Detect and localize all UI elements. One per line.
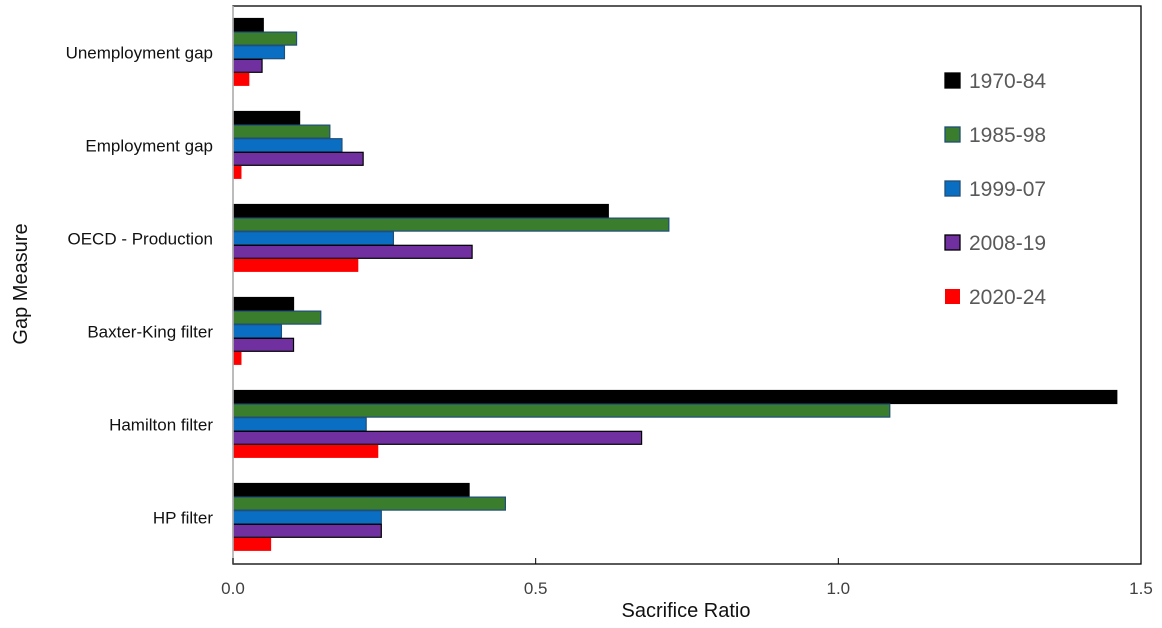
- bar-hamilton-filter-2008-19: [232, 430, 643, 445]
- bar-hamilton-filter-1970-84: [232, 389, 1118, 405]
- bar-hp-filter-1999-07: [232, 510, 382, 525]
- bar-baxter-king-filter-1970-84: [232, 296, 295, 312]
- bar-unemployment-gap-2020-24: [233, 72, 250, 86]
- bar-baxter-king-filter-1999-07: [232, 324, 283, 339]
- bar-oecd-production-2008-19: [232, 244, 473, 259]
- bar-unemployment-gap-1999-07: [232, 45, 286, 60]
- legend-label-2020-24: 2020-24: [969, 286, 1046, 309]
- bar-employment-gap-1970-84: [232, 110, 301, 126]
- bar-hp-filter-2008-19: [232, 523, 382, 538]
- x-tick-label: 1.0: [827, 579, 851, 598]
- legend-label-1999-07: 1999-07: [969, 178, 1046, 201]
- bar-employment-gap-1999-07: [232, 138, 343, 153]
- bar-hp-filter-1970-84: [232, 482, 470, 498]
- bar-hamilton-filter-2020-24: [233, 444, 379, 458]
- category-label-oecd-production: OECD - Production: [68, 230, 214, 249]
- bar-oecd-production-1985-98: [232, 217, 670, 232]
- legend: 1970-84 1985-98 1999-07 2008-19 2020-24: [944, 70, 1046, 309]
- x-tick-label: 0.5: [524, 579, 548, 598]
- category-label-hamilton-filter: Hamilton filter: [109, 416, 213, 435]
- category-labels: Unemployment gap Employment gap OECD - Pro…: [66, 44, 214, 528]
- bar-oecd-production-1999-07: [232, 231, 395, 246]
- bar-employment-gap-2020-24: [233, 165, 242, 179]
- bar-unemployment-gap-1985-98: [232, 31, 298, 46]
- legend-swatch-1985-98: [944, 126, 961, 143]
- legend-swatch-1999-07: [944, 180, 961, 197]
- bar-unemployment-gap-1970-84: [232, 17, 264, 33]
- bar-oecd-production-1970-84: [232, 203, 609, 219]
- legend-label-1970-84: 1970-84: [969, 70, 1046, 93]
- bar-hamilton-filter-1985-98: [232, 403, 891, 418]
- legend-swatch-1970-84: [944, 72, 961, 89]
- category-label-unemployment-gap: Unemployment gap: [66, 44, 213, 63]
- bar-baxter-king-filter-2008-19: [232, 337, 295, 352]
- bar-hp-filter-1985-98: [232, 496, 506, 511]
- x-tick-label: 1.5: [1129, 579, 1153, 598]
- category-label-baxter-king-filter: Baxter-King filter: [87, 323, 213, 342]
- bar-employment-gap-2008-19: [232, 151, 364, 166]
- x-tick-label: 0.0: [221, 579, 245, 598]
- legend-label-2008-19: 2008-19: [969, 232, 1046, 255]
- bar-hp-filter-2020-24: [233, 537, 272, 551]
- legend-label-1985-98: 1985-98: [969, 124, 1046, 147]
- category-label-employment-gap: Employment gap: [85, 137, 213, 156]
- legend-swatch-2020-24: [945, 289, 960, 304]
- bar-oecd-production-2020-24: [233, 258, 359, 272]
- bar-baxter-king-filter-2020-24: [233, 351, 242, 365]
- x-axis-title: Sacrifice Ratio: [622, 600, 751, 622]
- bar-baxter-king-filter-1985-98: [232, 310, 322, 325]
- bar-employment-gap-1985-98: [232, 124, 331, 139]
- bar-hamilton-filter-1999-07: [232, 417, 367, 432]
- bar-unemployment-gap-2008-19: [232, 58, 263, 73]
- axes-group: [232, 5, 1142, 565]
- category-label-hp-filter: HP filter: [153, 509, 213, 528]
- legend-swatch-2008-19: [944, 234, 961, 251]
- y-axis-title: Gap Measure: [10, 223, 32, 344]
- bars-group: [232, 17, 1118, 551]
- x-tick-labels: 0.0 0.5 1.0 1.5: [221, 579, 1153, 598]
